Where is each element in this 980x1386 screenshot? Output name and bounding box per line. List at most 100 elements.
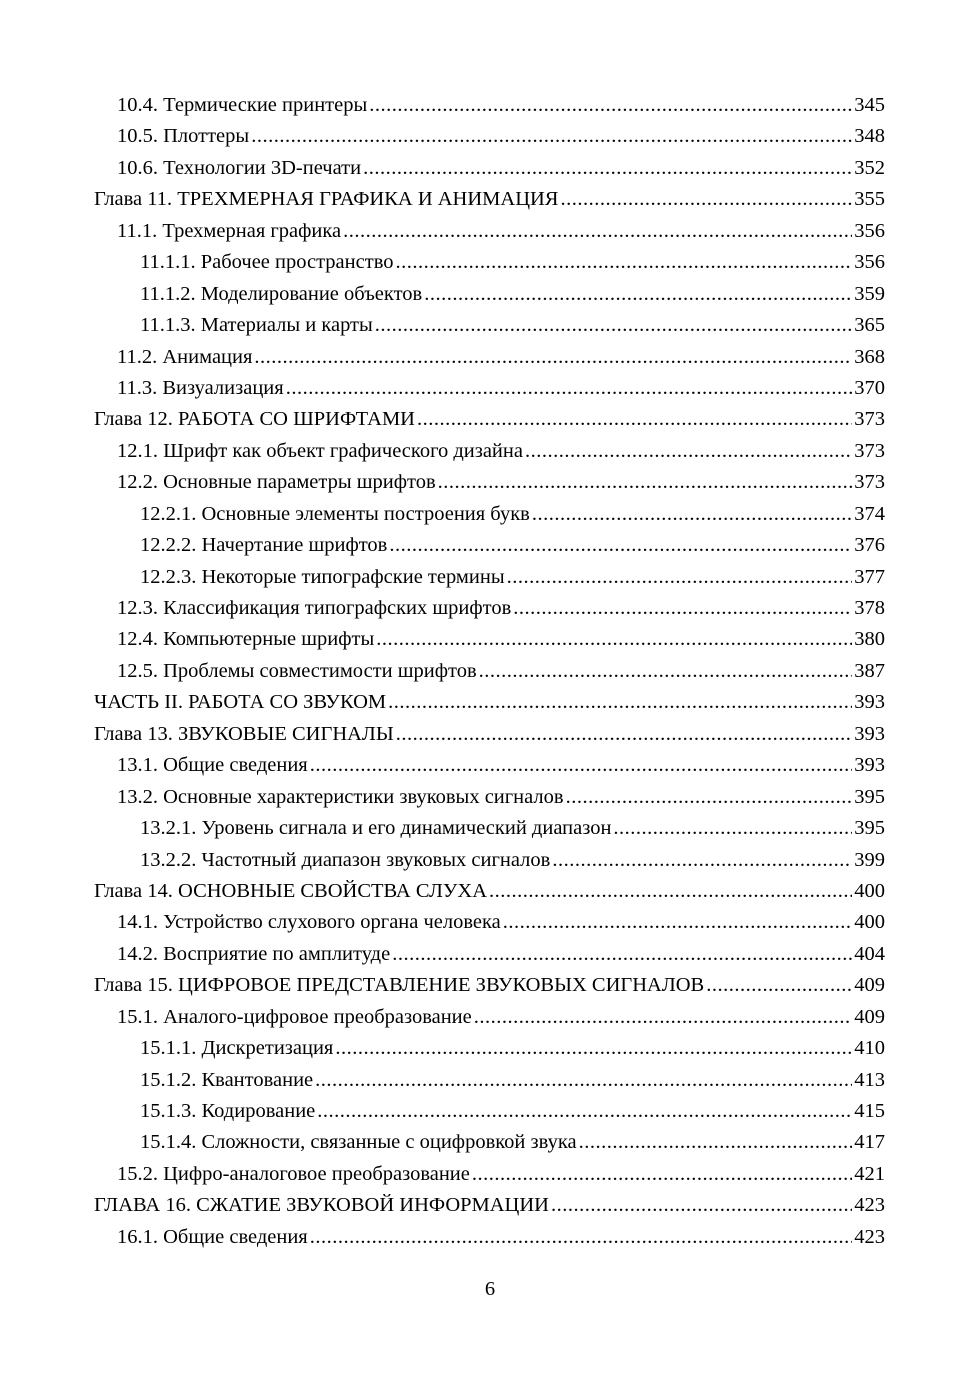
toc-entry: 10.5. Плоттеры 348 bbox=[94, 121, 885, 152]
toc-entry-title: 12.2.1. Основные элементы построения бук… bbox=[140, 502, 530, 525]
toc-entry-title: 15.1.1. Дискретизация bbox=[140, 1037, 334, 1060]
dot-leader bbox=[375, 310, 852, 341]
toc-entry-title: 11.2. Анимация bbox=[117, 345, 253, 368]
toc-entry: 12.4. Компьютерные шрифты 380 bbox=[94, 624, 885, 655]
toc-entry-page: 393 bbox=[854, 754, 885, 777]
toc-entry: 12.3. Классификация типографских шрифтов… bbox=[94, 593, 885, 624]
toc-entry: 14.1. Устройство слухового органа челове… bbox=[94, 907, 885, 938]
toc-entry: 13.2.2. Частотный диапазон звуковых сигн… bbox=[94, 845, 885, 876]
dot-leader bbox=[479, 656, 853, 687]
dot-leader bbox=[513, 593, 852, 624]
dot-leader bbox=[552, 845, 852, 876]
toc-entry-page: 359 bbox=[854, 282, 885, 305]
toc-entry-page: 393 bbox=[854, 722, 885, 745]
toc-entry-title: 15.1. Аналого-цифровое преобразование bbox=[117, 1005, 472, 1028]
dot-leader bbox=[474, 1002, 853, 1033]
toc-entry: 12.5. Проблемы совместимости шрифтов 387 bbox=[94, 656, 885, 687]
toc-entry: Глава 12. РАБОТА СО ШРИФТАМИ 373 bbox=[94, 404, 885, 435]
dot-leader bbox=[438, 467, 853, 498]
toc-entry-page: 399 bbox=[854, 848, 885, 871]
toc-entry-title: 12.2.3. Некоторые типографские термины bbox=[140, 565, 505, 588]
toc-entry-page: 400 bbox=[854, 911, 885, 934]
dot-leader bbox=[369, 90, 852, 121]
toc-entry-title: 12.4. Компьютерные шрифты bbox=[117, 628, 375, 651]
toc-entry-title: 16.1. Общие сведения bbox=[117, 1225, 308, 1248]
toc-entry: 11.2. Анимация 368 bbox=[94, 342, 885, 373]
toc-entry-page: 415 bbox=[854, 1100, 885, 1122]
toc-entry-title: Глава 14. ОСНОВНЫЕ СВОЙСТВА СЛУХА bbox=[94, 879, 488, 902]
toc-entry-page: 387 bbox=[854, 659, 885, 682]
toc-entry: 10.6. Технологии 3D-печати 352 bbox=[94, 153, 885, 184]
toc-entry-title: 11.3. Визуализация bbox=[117, 376, 284, 399]
toc-entry-page: 378 bbox=[854, 597, 885, 619]
dot-leader bbox=[706, 970, 852, 1001]
toc-entry: 12.2. Основные параметры шрифтов 373 bbox=[94, 467, 885, 498]
dot-leader bbox=[395, 247, 852, 278]
toc-entry-title: 11.1.2. Моделирование объектов bbox=[140, 282, 423, 305]
dot-leader bbox=[335, 1033, 852, 1064]
toc-entry: 13.2. Основные характеристики звуковых с… bbox=[94, 782, 885, 813]
toc-entry-title: 11.1. Трехмерная графика bbox=[117, 219, 342, 242]
toc-entry: 12.1. Шрифт как объект графического диза… bbox=[94, 436, 885, 467]
dot-leader bbox=[376, 624, 852, 655]
dot-leader bbox=[417, 404, 852, 435]
toc-entry-page: 348 bbox=[854, 125, 885, 148]
toc-entry-page: 355 bbox=[854, 188, 885, 211]
toc-entry-page: 374 bbox=[854, 502, 885, 525]
toc-entry-page: 404 bbox=[854, 942, 885, 965]
toc-entry: ГЛАВА 16. СЖАТИЕ ЗВУКОВОЙ ИНФОРМАЦИИ 423 bbox=[94, 1190, 885, 1221]
toc-entry: 12.2.3. Некоторые типографские термины 37… bbox=[94, 562, 885, 593]
toc-entry: 12.2.1. Основные элементы построения бук… bbox=[94, 499, 885, 530]
toc-entry: 15.1.3. Кодирование 415 bbox=[94, 1096, 885, 1127]
toc-entry-title: 13.2.1. Уровень сигнала и его динамическ… bbox=[140, 817, 612, 840]
dot-leader bbox=[503, 907, 852, 938]
dot-leader bbox=[579, 1127, 853, 1158]
toc-entry-page: 370 bbox=[854, 376, 885, 399]
toc-entry: 13.1. Общие сведения 393 bbox=[94, 750, 885, 781]
toc-entry: 15.1.4. Сложности, связанные с оцифровко… bbox=[94, 1127, 885, 1158]
toc-entry-page: 373 bbox=[854, 408, 885, 431]
toc-entry: ЧАСТЬ II. РАБОТА СО ЗВУКОМ 393 bbox=[94, 687, 885, 718]
toc-entry: 16.1. Общие сведения 423 bbox=[94, 1222, 885, 1253]
toc-entry-page: 400 bbox=[854, 879, 885, 902]
dot-leader bbox=[396, 719, 853, 750]
dot-leader bbox=[254, 342, 852, 373]
toc-entry-page: 413 bbox=[854, 1068, 885, 1091]
toc-entry-title: 12.2.2. Начертание шрифтов bbox=[140, 534, 388, 557]
toc-entry-page: 356 bbox=[854, 251, 885, 274]
dot-leader bbox=[310, 750, 853, 781]
toc-entry-title: 10.5. Плоттеры bbox=[117, 125, 250, 148]
toc-entry-title: ГЛАВА 16. СЖАТИЕ ЗВУКОВОЙ ИНФОРМАЦИИ bbox=[94, 1194, 549, 1217]
toc-entry: 11.1.2. Моделирование объектов 359 bbox=[94, 279, 885, 310]
toc-entry: 13.2.1. Уровень сигнала и его динамическ… bbox=[94, 813, 885, 844]
dot-leader bbox=[388, 687, 852, 718]
toc-entry: Глава 14. ОСНОВНЫЕ СВОЙСТВА СЛУХА 400 bbox=[94, 876, 885, 907]
toc-entry-page: 368 bbox=[854, 345, 885, 368]
toc-entry-title: 13.2.2. Частотный диапазон звуковых сигн… bbox=[140, 848, 551, 871]
toc-entry: 12.2.2. Начертание шрифтов 376 bbox=[94, 530, 885, 561]
toc-entry-title: 12.5. Проблемы совместимости шрифтов bbox=[117, 659, 477, 682]
toc-entry: 15.1. Аналого-цифровое преобразование 409 bbox=[94, 1002, 885, 1033]
dot-leader bbox=[310, 1222, 853, 1253]
toc-entry-page: 373 bbox=[854, 471, 885, 494]
toc-entry: 11.1.1. Рабочее пространство 356 bbox=[94, 247, 885, 278]
toc-entry-title: 15.2. Цифро-аналоговое преобразование bbox=[117, 1162, 470, 1185]
dot-leader bbox=[551, 1190, 852, 1221]
toc-entry-page: 409 bbox=[854, 1005, 885, 1028]
toc-entry-page: 373 bbox=[854, 439, 885, 462]
toc-entry: Глава 11. ТРЕХМЕРНАЯ ГРАФИКА И АНИМАЦИЯ 3… bbox=[94, 184, 885, 215]
dot-leader bbox=[613, 813, 852, 844]
toc-entry-title: Глава 13. ЗВУКОВЫЕ СИГНАЛЫ bbox=[94, 722, 394, 745]
toc-entry: 11.1. Трехмерная графика 356 bbox=[94, 216, 885, 247]
toc-entry-page: 356 bbox=[854, 219, 885, 242]
toc-entry-page: 395 bbox=[854, 817, 885, 840]
dot-leader bbox=[251, 121, 852, 152]
toc-entry-title: 14.2. Восприятие по амплитуде bbox=[117, 942, 391, 965]
toc-entry-page: 352 bbox=[854, 156, 885, 179]
dot-leader bbox=[286, 373, 853, 404]
toc-entry-title: 15.1.4. Сложности, связанные с оцифровко… bbox=[140, 1131, 577, 1154]
page-number: 6 bbox=[484, 1278, 496, 1300]
toc-entry-title: Глава 15. ЦИФРОВОЕ ПРЕДСТАВЛЕНИЕ ЗВУКОВЫ… bbox=[94, 974, 705, 997]
toc-entry: 15.1.1. Дискретизация 410 bbox=[94, 1033, 885, 1064]
dot-leader bbox=[363, 153, 852, 184]
